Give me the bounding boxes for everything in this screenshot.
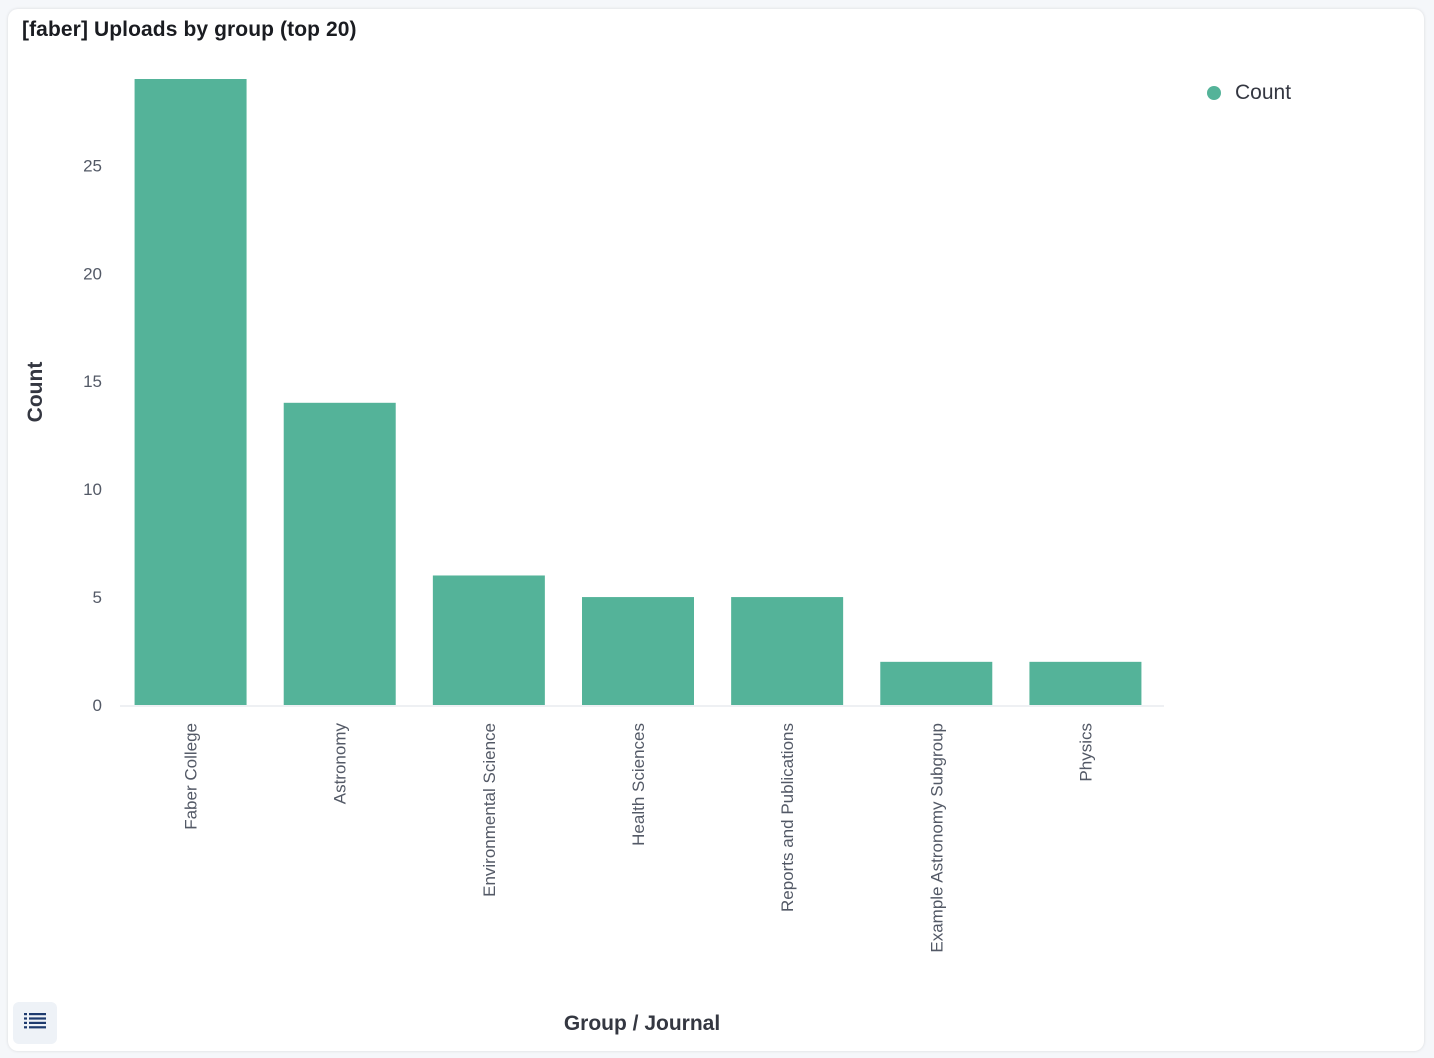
y-tick-label: 10 xyxy=(83,480,102,499)
bar[interactable] xyxy=(134,79,247,705)
bar[interactable] xyxy=(880,661,993,705)
y-tick-label: 15 xyxy=(83,372,102,391)
visualization-panel: [faber] Uploads by group (top 20) 0 5 10 15… xyxy=(8,9,1424,1051)
y-tick-label: 20 xyxy=(83,264,102,283)
legend: Count xyxy=(1207,81,1291,104)
legend-toggle-button[interactable] xyxy=(13,1002,57,1044)
legend-swatch xyxy=(1207,86,1221,100)
x-tick-label: Reports and Publications xyxy=(778,723,797,912)
bar[interactable] xyxy=(283,402,396,705)
x-tick-label: Astronomy xyxy=(331,723,350,805)
bar[interactable] xyxy=(731,597,844,705)
x-tick-label: Physics xyxy=(1076,723,1095,782)
legend-label: Count xyxy=(1235,81,1291,104)
y-axis-title: Count xyxy=(24,362,47,423)
x-tick-label: Environmental Science xyxy=(480,723,499,897)
x-tick-label: Faber College xyxy=(182,723,201,830)
bar[interactable] xyxy=(582,597,694,705)
bar[interactable] xyxy=(1029,661,1142,705)
x-axis-title: Group / Journal xyxy=(564,1012,720,1035)
y-axis: 0 5 10 15 20 25 xyxy=(83,156,102,715)
bar-chart: 0 5 10 15 20 25 Faber College Astronomy Environ… xyxy=(24,79,1291,1035)
x-tick-label: Example Astronomy Subgroup xyxy=(927,723,946,953)
y-tick-label: 25 xyxy=(83,156,102,175)
x-axis: Faber College Astronomy Environmental Scie… xyxy=(182,723,1096,953)
list-icon xyxy=(24,1012,46,1035)
panel-title: [faber] Uploads by group (top 20) xyxy=(22,18,357,41)
y-tick-label: 0 xyxy=(93,696,102,715)
bar[interactable] xyxy=(432,575,545,705)
y-tick-label: 5 xyxy=(93,588,102,607)
x-tick-label: Health Sciences xyxy=(629,723,648,846)
legend-item[interactable]: Count xyxy=(1207,81,1291,104)
bars xyxy=(134,79,1142,705)
